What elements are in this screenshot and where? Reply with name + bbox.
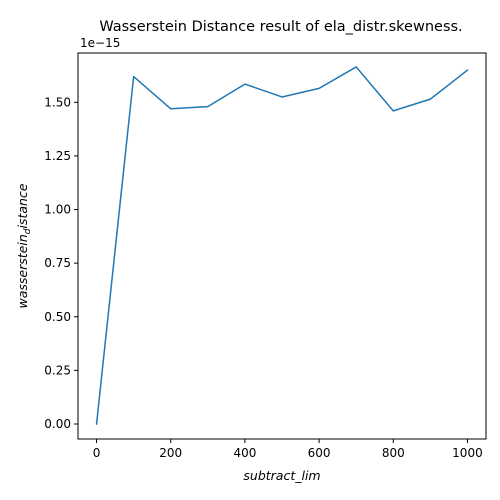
y-axis-label-main: wasserstein bbox=[15, 234, 30, 308]
plot-area: 0 200 400 600 800 1000 0.00 0.25 0.50 0.75 1.00 1.2… bbox=[44, 66, 483, 460]
y-axis-label-rest: istance bbox=[15, 183, 30, 228]
y-tick-label: 0.00 bbox=[44, 417, 71, 431]
y-tick-label: 1.00 bbox=[44, 203, 71, 217]
y-tick-label: 0.25 bbox=[44, 363, 71, 377]
x-tick-label: 1000 bbox=[452, 446, 483, 460]
axes-frame bbox=[77, 52, 487, 440]
y-tick-label: 0.50 bbox=[44, 310, 71, 324]
x-tick-label: 0 bbox=[93, 446, 101, 460]
x-axis-label: subtract_lim bbox=[243, 468, 320, 483]
x-tick-label: 400 bbox=[233, 446, 256, 460]
y-tick-label: 1.50 bbox=[44, 95, 71, 109]
x-tick-label: 800 bbox=[382, 446, 405, 460]
y-tick-label: 0.75 bbox=[44, 256, 71, 270]
y-tick-label: 1.25 bbox=[44, 149, 71, 163]
y-axis-label-sub: d bbox=[23, 228, 33, 234]
chart-title: Wasserstein Distance result of ela_distr… bbox=[99, 19, 462, 35]
x-tick-label: 200 bbox=[159, 446, 182, 460]
y-offset-text: 1e−15 bbox=[80, 36, 120, 50]
y-axis-label: wassersteindistance bbox=[15, 183, 33, 308]
x-tick-label: 600 bbox=[308, 446, 331, 460]
series-line bbox=[95, 66, 469, 425]
